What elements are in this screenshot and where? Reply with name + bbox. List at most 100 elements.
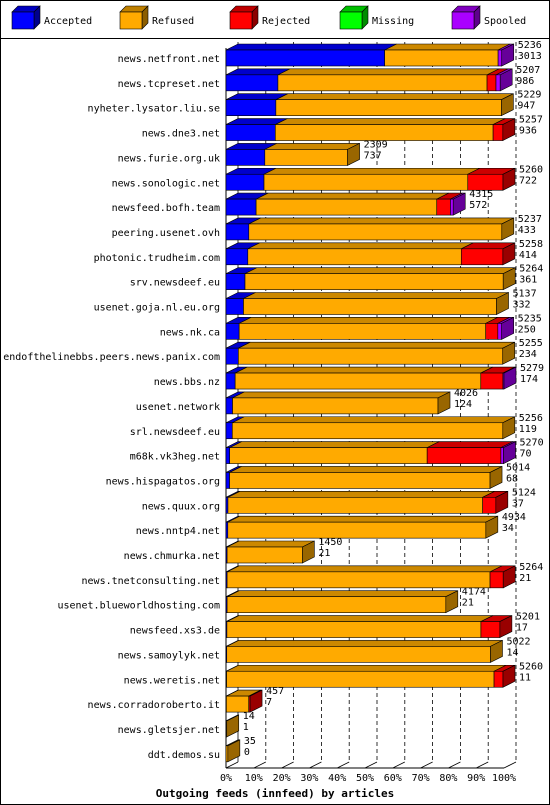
- bar-segment-top-refused: [277, 68, 500, 76]
- value-label-accepted: 722: [519, 175, 537, 186]
- value-label-total: 5264: [519, 562, 543, 573]
- row-label: news.nntp4.net: [136, 526, 220, 537]
- bar-end-side: [503, 366, 517, 390]
- value-label-accepted: 14: [506, 647, 518, 658]
- x-tick-label: 10%: [245, 773, 263, 784]
- bar-segment-accepted: [225, 99, 277, 116]
- value-label-total: 5124: [512, 487, 536, 498]
- bar-segment-accepted: [225, 323, 240, 340]
- bar-end-side: [501, 93, 514, 117]
- bar-segment-refused: [231, 422, 504, 440]
- bar-segment-top-refused: [226, 565, 503, 573]
- value-label-total: 5256: [519, 413, 543, 424]
- bar-segment-refused: [232, 397, 439, 415]
- value-label-total: 5279: [520, 363, 544, 374]
- floor-line: [225, 761, 239, 769]
- bar-segment-top-refused: [264, 143, 360, 150]
- value-label-total: 5255: [519, 338, 543, 349]
- row-label: news.dne3.net: [142, 129, 220, 140]
- floor-line: [448, 761, 461, 769]
- bar-segment-accepted: [225, 149, 266, 166]
- bar-segment-top-refused: [226, 664, 507, 672]
- row-label: nyheter.lysator.liu.se: [88, 104, 220, 115]
- bar-segment-spooled: [500, 447, 504, 464]
- x-tick-label: 60%: [384, 773, 402, 784]
- value-label-accepted: 361: [519, 275, 537, 286]
- row-label: news.nk.ca: [160, 327, 220, 338]
- bar-segment-top-refused: [275, 118, 506, 125]
- row-label: usenet.goja.nl.eu.org: [94, 303, 220, 314]
- x-tick-label: 90%: [467, 773, 485, 784]
- row-label: news.bbs.nz: [154, 377, 220, 388]
- x-tick-label: 100%: [492, 773, 516, 784]
- row-label: usenet.network: [136, 402, 220, 413]
- bar-end-side: [502, 242, 516, 266]
- bar-segment-top-refused: [232, 416, 515, 424]
- bar-segment-refused: [229, 447, 428, 464]
- row-label: endofthelinebbs.peers.news.panix.com: [3, 352, 220, 363]
- bar-segment-refused: [255, 198, 438, 216]
- bar-segment-accepted: [225, 472, 230, 489]
- row-label: news.gletsjer.net: [118, 725, 220, 736]
- bar-segment-top-refused: [229, 441, 440, 448]
- value-label-accepted: 433: [518, 225, 536, 236]
- legend-swatch: [451, 11, 475, 30]
- value-label-total: 5258: [519, 239, 543, 250]
- row-label: news.netfront.net: [118, 54, 220, 65]
- value-label-total: 5022: [506, 636, 530, 647]
- legend-swatch: [11, 11, 35, 30]
- bar-segment-refused: [226, 670, 495, 688]
- bar-end-side: [501, 43, 515, 67]
- x-tick-label: 70%: [412, 773, 430, 784]
- value-label-accepted: 1: [243, 722, 249, 733]
- bar-segment-top-refused: [275, 93, 514, 100]
- row-label: peering.usenet.ovh: [112, 228, 220, 239]
- bar-segment-top-refused: [227, 490, 495, 498]
- value-label-total: 5229: [517, 90, 541, 101]
- legend-item-spooled: Spooled: [451, 5, 526, 30]
- legend-item-accepted: Accepted: [11, 5, 92, 30]
- bar-segment-accepted: [225, 397, 233, 415]
- bar-segment-top-refused: [255, 192, 449, 200]
- bar-segment-refused: [226, 571, 491, 589]
- value-label-total: 5264: [519, 264, 543, 275]
- row-label: news.tcpreset.net: [118, 79, 220, 90]
- bar-segment-refused: [247, 248, 462, 266]
- value-label-accepted: 119: [519, 424, 537, 435]
- x-tick-label: 80%: [439, 773, 457, 784]
- value-label-total: 5235: [518, 313, 542, 324]
- value-label-accepted: 332: [513, 300, 531, 311]
- x-tick-label: 40%: [328, 773, 346, 784]
- bar-end-side: [502, 416, 516, 440]
- value-label-accepted: 17: [516, 623, 528, 634]
- value-label-total: 5270: [520, 438, 544, 449]
- value-label-total: 5236: [518, 40, 542, 51]
- bar-segment-refused: [226, 621, 482, 638]
- value-label-total: 5260: [519, 164, 543, 175]
- bar-segment-rejected: [489, 571, 504, 589]
- value-label-accepted: 414: [519, 250, 537, 261]
- x-tick-label: 30%: [300, 773, 318, 784]
- row-label: srl.newsdeef.eu: [130, 427, 220, 438]
- bar-segment-top-refused: [226, 615, 494, 622]
- bar-segment-accepted: [225, 223, 250, 241]
- value-label-total: 4934: [502, 512, 526, 523]
- row-label: news.corradoroberto.it: [88, 700, 220, 711]
- row-label: newsfeed.xs3.de: [130, 626, 220, 637]
- bar-segment-accepted: [225, 372, 236, 390]
- bar-end-side: [501, 217, 515, 241]
- value-label-accepted: 250: [518, 324, 536, 335]
- value-label-total: 2309: [364, 139, 388, 150]
- bar-segment-top-refused: [229, 466, 503, 473]
- value-label-total: 5137: [513, 289, 537, 300]
- legend-item-missing: Missing: [339, 5, 414, 30]
- value-label-accepted: 21: [519, 573, 531, 584]
